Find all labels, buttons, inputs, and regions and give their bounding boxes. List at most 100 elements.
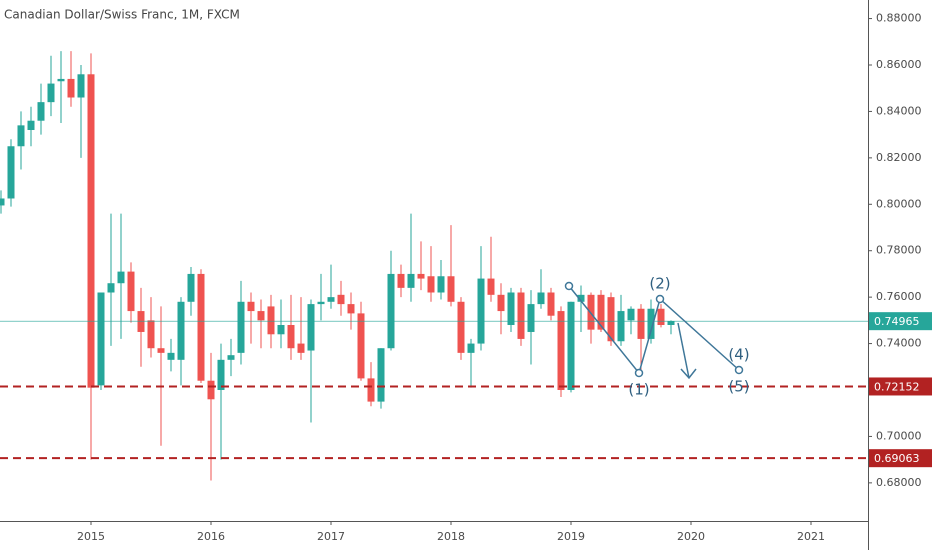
wave-label: (1) [628,381,649,399]
candle-body [527,304,535,332]
candle-body [467,343,475,353]
candle-body [537,292,545,305]
y-tick-label: 0.82000 [876,151,922,164]
candle-body [227,355,235,360]
candle-body [87,74,95,388]
y-tick-label: 0.78000 [876,244,922,257]
y-tick-label: 0.76000 [876,290,922,303]
candle-body [207,380,215,400]
candle-body [387,273,395,349]
candle-body [637,308,645,339]
candle-body [407,273,415,288]
wave-label: (4) [728,346,749,364]
candle-body [507,292,515,325]
candle-body [327,297,335,302]
candle-body [147,320,155,349]
candle-body [607,297,615,342]
y-tick-label: 0.74000 [876,337,922,350]
candle-body [97,292,105,386]
candle-body [367,378,375,402]
wave-point [655,294,665,304]
x-tick-label: 2020 [677,530,705,543]
candle-body [17,125,25,147]
x-tick-label: 2021 [797,530,825,543]
candle-body [27,120,35,130]
candle-body [57,78,65,82]
wave-label: (2) [649,275,670,293]
candle-body [307,304,315,351]
arrow-line [677,322,690,379]
candle-body [0,198,5,206]
wave-point [564,281,574,291]
y-tick-label: 0.84000 [876,104,922,117]
candle-body [517,292,525,339]
x-tick-label: 2015 [77,530,105,543]
candle-body [557,311,565,390]
candle-body [237,301,245,353]
wave-point [734,365,744,375]
candle-body [347,304,355,314]
candle-body [117,271,125,284]
last-price-label: 0.74965 [874,315,920,328]
y-tick-label: 0.70000 [876,429,922,442]
chart-title: Canadian Dollar/Swiss Franc, 1M, FXCM [4,8,240,22]
level-box [869,377,932,396]
candle-body [67,78,75,98]
y-tick-label: 0.88000 [876,12,922,25]
candle-body [617,311,625,342]
candle-body [127,271,135,312]
plot [0,51,868,481]
candle-body [437,276,445,293]
candle-body [667,321,675,325]
y-tick-label: 0.68000 [876,476,922,489]
candle-body [597,294,605,330]
level-box [869,449,932,468]
candle-body [627,308,635,321]
candle-body [487,278,495,295]
candle-body [497,294,505,312]
x-tick-label: 2019 [557,530,585,543]
candle-body [157,348,165,353]
candle-body [447,276,455,302]
candle-body [397,273,405,288]
wave-label: (5) [728,378,749,396]
candle-body [257,311,265,321]
candle-body [297,343,305,353]
candle-body [167,352,175,360]
level-label: 0.69063 [874,452,920,465]
wave-drawing [564,281,744,380]
candle-body [577,294,585,302]
candle-body [187,273,195,302]
wave-point [634,368,644,378]
candle-body [247,301,255,312]
candle-body [287,325,295,349]
candle-body [547,292,555,316]
candle-body [177,301,185,360]
arrow-head [680,368,697,380]
x-tick-label: 2016 [197,530,225,543]
level-label: 0.72152 [874,380,920,393]
y-tick-label: 0.80000 [876,197,922,210]
candle-body [217,359,225,390]
candle-body [47,83,55,103]
candle-body [427,276,435,293]
candle-body [77,74,85,98]
candle-body [647,308,655,339]
candle-body [7,146,15,199]
candle-body [267,306,275,335]
candle-body [567,301,575,390]
candle-body [337,294,345,305]
candle-body [417,273,425,279]
candle-body [477,278,485,344]
last-price-box [869,312,932,331]
candle-body [37,102,45,121]
x-tick-label: 2017 [317,530,345,543]
x-tick-label: 2018 [437,530,465,543]
candle-body [277,325,285,335]
wave-line [568,285,740,375]
candle-body [317,301,325,305]
candle-body [107,283,115,293]
